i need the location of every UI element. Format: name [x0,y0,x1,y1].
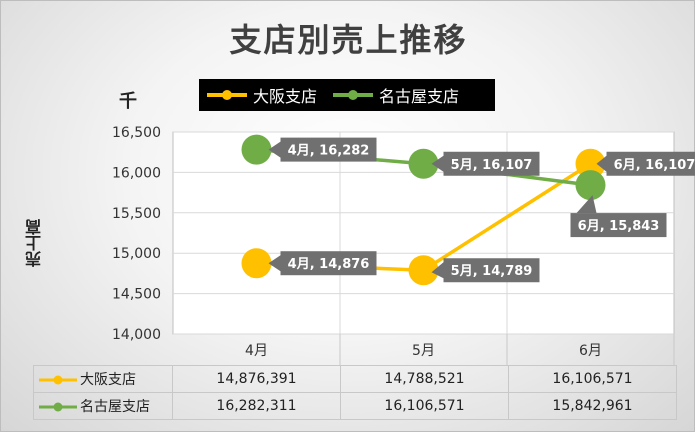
data-point [576,170,606,200]
table-cell: 14,788,521 [341,366,509,393]
table-series-cell-nagoya: 名古屋支店 [34,393,173,420]
x-tick-label: 5月 [412,343,435,359]
table-series-name: 名古屋支店 [80,399,150,415]
table-row-osaka: 大阪支店 14,876,391 14,788,521 16,106,571 [34,366,677,393]
y-tick-label: 15,500 [112,206,161,222]
table-cell: 14,876,391 [173,366,341,393]
y-tick-label: 16,000 [112,165,161,181]
y-tick-label: 15,000 [112,246,161,262]
table-cell: 15,842,961 [509,393,677,420]
data-table: 大阪支店 14,876,391 14,788,521 16,106,571 名古… [33,365,677,420]
data-label-text: 4月, 14,876 [288,257,370,272]
data-label-text: 6月, 15,843 [578,219,660,234]
data-label-text: 5月, 16,107 [451,158,533,173]
y-tick-label: 14,000 [112,327,161,343]
x-tick-label: 4月 [245,343,268,359]
table-cell: 16,106,571 [509,366,677,393]
table-series-cell-osaka: 大阪支店 [34,366,173,393]
data-label-text: 4月, 16,282 [288,144,370,159]
table-cell: 16,106,571 [341,393,509,420]
data-point [242,135,272,165]
table-cell: 16,282,311 [173,393,341,420]
data-label-text: 5月, 14,789 [451,264,533,279]
table-key-nagoya [38,401,78,413]
table-series-name: 大阪支店 [80,372,136,388]
y-tick-label: 16,500 [112,125,161,141]
x-tick-label: 6月 [579,343,602,359]
data-point [242,248,272,278]
table-row-nagoya: 名古屋支店 16,282,311 16,106,571 15,842,961 [34,393,677,420]
y-tick-label: 14,500 [112,287,161,303]
data-label-text: 6月, 16,107 [614,158,695,173]
table-key-osaka [38,374,78,386]
